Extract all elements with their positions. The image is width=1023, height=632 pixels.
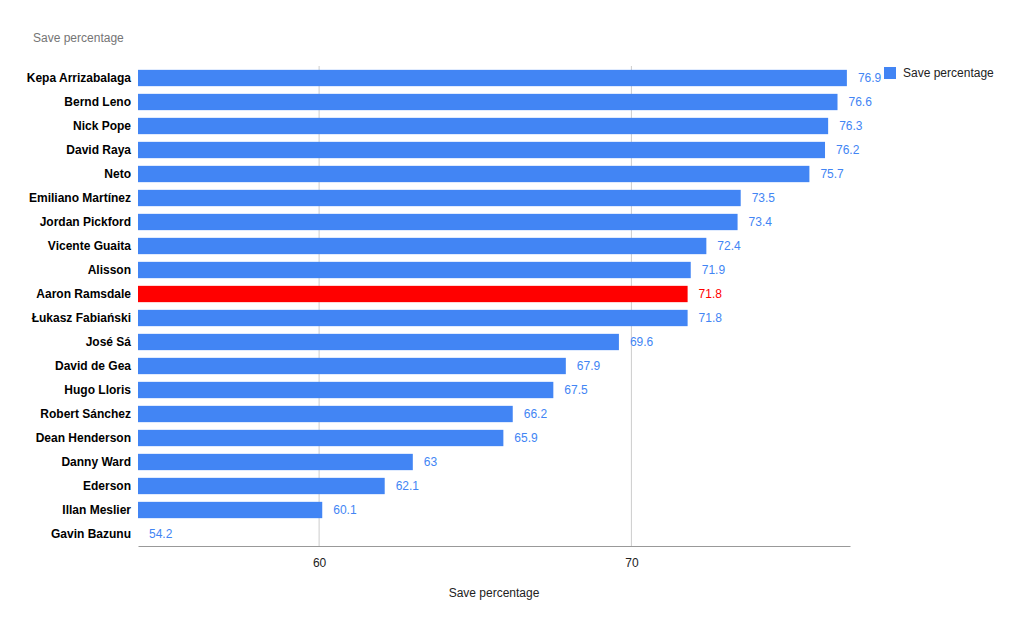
tick: Vicente Guaita	[48, 239, 138, 253]
tick: Gavin Bazunu	[51, 527, 138, 541]
tick: 60	[313, 546, 327, 570]
data-label: 75.7	[820, 167, 844, 181]
tick-label: 70	[625, 556, 639, 570]
bar	[138, 142, 825, 158]
data-label: 73.4	[749, 215, 773, 229]
bar	[138, 502, 322, 518]
chart-title: Save percentage	[33, 31, 124, 45]
tick: Illan Meslier	[62, 503, 138, 517]
y-axis: Kepa Arrizabalaga Bernd Leno Nick Pope Davi…	[27, 71, 138, 541]
data-label: 71.8	[699, 311, 723, 325]
tick: Neto	[104, 167, 138, 181]
legend: Save percentage	[884, 66, 994, 80]
category-label: Robert Sánchez	[40, 407, 131, 421]
tick: Hugo Lloris	[64, 383, 138, 397]
legend-label: Save percentage	[903, 66, 994, 80]
bar	[138, 94, 838, 110]
category-label: David de Gea	[55, 359, 131, 373]
tick: Ederson	[83, 479, 138, 493]
tick: Robert Sánchez	[40, 407, 138, 421]
chart: Save percentage76.976.676.376.275.773.57…	[0, 0, 1023, 632]
bar	[138, 454, 413, 470]
bar	[138, 286, 688, 302]
category-label: Danny Ward	[61, 455, 131, 469]
category-label: Bernd Leno	[64, 95, 131, 109]
bar	[138, 118, 828, 134]
category-label: Łukasz Fabiański	[32, 311, 131, 325]
bar	[138, 310, 688, 326]
tick: David Raya	[66, 143, 138, 157]
data-label: 76.3	[839, 119, 863, 133]
data-label: 66.2	[524, 407, 548, 421]
legend-swatch	[884, 67, 896, 79]
data-label: 63	[424, 455, 438, 469]
category-label: Nick Pope	[73, 119, 131, 133]
category-label: Hugo Lloris	[64, 383, 131, 397]
bar	[138, 262, 691, 278]
tick: Emiliano Martínez	[29, 191, 138, 205]
category-label: José Sá	[86, 335, 132, 349]
data-label: 76.6	[849, 95, 873, 109]
grid	[319, 66, 631, 546]
bar	[138, 70, 847, 86]
category-label: Ederson	[83, 479, 131, 493]
bar	[138, 526, 139, 542]
category-label: Gavin Bazunu	[51, 527, 131, 541]
tick: Kepa Arrizabalaga	[27, 71, 138, 85]
data-label: 72.4	[717, 239, 741, 253]
tick: David de Gea	[55, 359, 138, 373]
tick: 70	[625, 546, 639, 570]
tick: Aaron Ramsdale	[36, 287, 138, 301]
x-axis: 60 70	[139, 546, 851, 570]
tick: Jordan Pickford	[40, 215, 138, 229]
grid-line	[319, 66, 320, 546]
data-label: 60.1	[333, 503, 357, 517]
data-label: 76.9	[858, 71, 882, 85]
data-label: 62.1	[396, 479, 420, 493]
bar	[138, 334, 619, 350]
grid-line	[631, 66, 632, 546]
bar	[138, 382, 553, 398]
bar	[138, 214, 738, 230]
bar	[138, 190, 741, 206]
tick-label: 60	[313, 556, 327, 570]
data-label: 67.9	[577, 359, 601, 373]
data-label: 54.2	[149, 527, 173, 541]
axis-line	[139, 546, 851, 547]
tick: Alisson	[88, 263, 138, 277]
category-label: Neto	[104, 167, 131, 181]
bar	[138, 430, 503, 446]
bar	[138, 238, 706, 254]
x-axis-title: Save percentage	[449, 586, 540, 600]
data-label: 71.9	[702, 263, 726, 277]
data-label: 69.6	[630, 335, 654, 349]
tick: Dean Henderson	[36, 431, 138, 445]
category-label: Alisson	[88, 263, 131, 277]
tick: José Sá	[86, 335, 138, 349]
category-label: Vicente Guaita	[48, 239, 131, 253]
tick: Łukasz Fabiański	[32, 311, 138, 325]
bars	[138, 70, 847, 518]
category-label: David Raya	[66, 143, 131, 157]
data-label: 73.5	[752, 191, 776, 205]
tick: Bernd Leno	[64, 95, 138, 109]
category-label: Kepa Arrizabalaga	[27, 71, 132, 85]
tick: Danny Ward	[61, 455, 138, 469]
category-label: Emiliano Martínez	[29, 191, 131, 205]
data-labels: 76.9 76.6 76.3 76.2 75.7 73.5 73.4 72.4 71.9 71.8…	[149, 71, 882, 541]
category-label: Jordan Pickford	[40, 215, 131, 229]
category-label: Aaron Ramsdale	[36, 287, 131, 301]
bar	[138, 406, 513, 422]
bar	[138, 478, 385, 494]
bar	[138, 166, 809, 182]
data-label: 76.2	[836, 143, 860, 157]
data-label: 65.9	[514, 431, 538, 445]
category-label: Illan Meslier	[62, 503, 131, 517]
bar	[138, 358, 566, 374]
data-label: 67.5	[564, 383, 588, 397]
data-label: 71.8	[699, 287, 723, 301]
category-label: Dean Henderson	[36, 431, 131, 445]
tick: Nick Pope	[73, 119, 138, 133]
